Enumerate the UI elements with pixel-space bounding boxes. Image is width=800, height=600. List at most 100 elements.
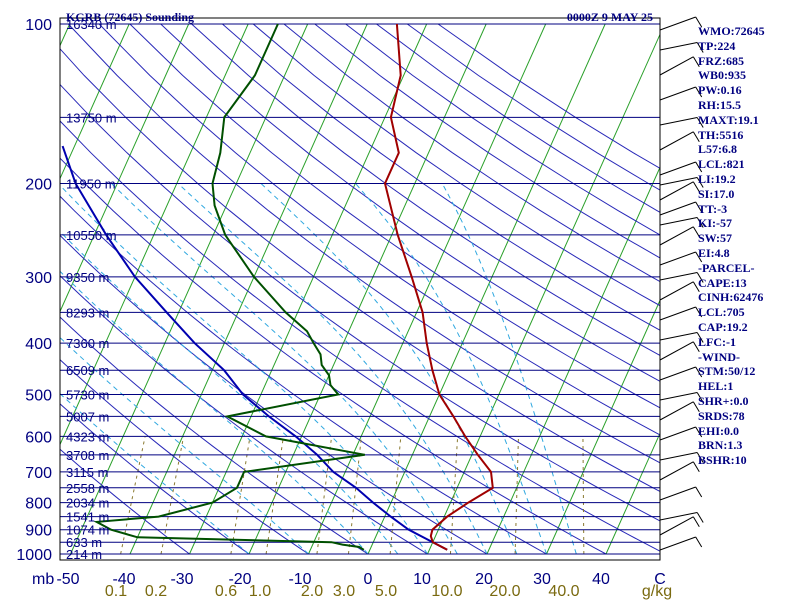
temperature-line bbox=[383, 23, 494, 551]
temperature-tick-label: 40 bbox=[592, 571, 610, 588]
wind-barb-flag bbox=[692, 401, 700, 413]
wind-barb-flag bbox=[692, 281, 700, 293]
pressure-tick-label: 200 bbox=[25, 177, 52, 194]
temperature-tick-label: C bbox=[654, 571, 666, 588]
mixing-ratio-tick-label: 20.0 bbox=[489, 583, 520, 600]
temperature-tick-label: 30 bbox=[533, 571, 551, 588]
wind-barb bbox=[659, 86, 696, 101]
wind-barb bbox=[659, 161, 696, 176]
sounding-index: CAP:19.2 bbox=[698, 319, 748, 334]
height-label: 3708 m bbox=[66, 448, 109, 463]
isotherm-line bbox=[605, 432, 660, 555]
sounding-index: TH:5516 bbox=[698, 127, 744, 142]
wind-barb bbox=[659, 177, 698, 186]
mixing-ratio-tick-label: 0.2 bbox=[145, 583, 167, 600]
pressure-tick-label: 300 bbox=[25, 270, 52, 287]
sounding-index: FRZ:685 bbox=[698, 53, 744, 68]
wind-barb bbox=[659, 332, 698, 341]
wind-barb bbox=[659, 56, 694, 76]
pressure-tick-label: 1000 bbox=[16, 547, 52, 564]
height-label: 1541 m bbox=[66, 510, 109, 525]
chart-time: 0000Z 9 MAY 25 bbox=[567, 10, 653, 24]
dewpoint-line bbox=[93, 23, 365, 551]
sounding-index: TP:224 bbox=[698, 38, 736, 53]
wind-barb bbox=[659, 401, 694, 421]
wind-barb-flag bbox=[692, 181, 700, 193]
sounding-index: SI:17.0 bbox=[698, 186, 735, 201]
wind-barb bbox=[659, 341, 694, 361]
wind-barb-flag bbox=[696, 512, 704, 523]
isotherm-line bbox=[486, 166, 660, 555]
sounding-index: SRDS:78 bbox=[698, 408, 745, 423]
wind-barb bbox=[659, 42, 698, 51]
temperature-tick-label: -20 bbox=[228, 571, 251, 588]
height-label: 3115 m bbox=[66, 465, 108, 480]
isotherm-line bbox=[60, 23, 190, 313]
wind-barb bbox=[659, 281, 694, 301]
wind-barb-flag bbox=[696, 217, 704, 228]
sounding-index: EI:4.8 bbox=[698, 245, 730, 260]
temperature-tick-label: -50 bbox=[56, 571, 79, 588]
plot-background bbox=[60, 18, 660, 560]
wind-barbs bbox=[659, 16, 704, 551]
moist-adiabat bbox=[355, 183, 547, 555]
sounding-indices: WMO:72645 TP:224 FRZ:685 WB0:935 PW:0.16 RH:1… bbox=[698, 24, 798, 468]
pressure-tick-label: 100 bbox=[25, 17, 52, 34]
mixing-ratio-tick-label: 3.0 bbox=[333, 583, 355, 600]
mixing-ratio-tick-label: 10.0 bbox=[431, 583, 462, 600]
moist-adiabat bbox=[441, 183, 577, 555]
mixing-ratio-line bbox=[316, 436, 333, 555]
wind-barb bbox=[659, 461, 694, 481]
pressure-tick-label: 600 bbox=[25, 429, 52, 446]
wind-barb-flag bbox=[695, 86, 703, 98]
wind-barb-flag bbox=[695, 366, 703, 378]
wind-barb-flag bbox=[695, 426, 703, 438]
sounding-index: EHI:0.0 bbox=[698, 423, 740, 438]
sounding-index: MAXT:19.1 bbox=[698, 112, 759, 127]
mixing-ratio-line bbox=[265, 436, 284, 555]
isotherm-line bbox=[308, 23, 547, 555]
wind-barb bbox=[659, 201, 696, 216]
sounding-index: WB0:935 bbox=[698, 68, 746, 83]
height-label: 16340 m bbox=[66, 17, 117, 32]
pressure-tick-label: 700 bbox=[25, 465, 52, 482]
wind-barb bbox=[659, 392, 698, 401]
wind-barb bbox=[659, 512, 698, 521]
plot-frame bbox=[59, 17, 661, 561]
sounding-index: SHR+:0.0 bbox=[698, 393, 749, 408]
wind-barb bbox=[659, 181, 694, 201]
wind-barb-flag bbox=[695, 486, 703, 498]
height-label: 6509 m bbox=[66, 363, 109, 378]
height-label: 4323 m bbox=[66, 429, 109, 444]
wind-barb-flag bbox=[692, 56, 700, 68]
wind-barb-flag bbox=[696, 117, 704, 128]
sounding-index: CINH:62476 bbox=[698, 290, 764, 305]
wind-barb bbox=[659, 516, 694, 536]
wind-barb-flag bbox=[696, 177, 704, 188]
mixing-ratio-tick-label: g/kg bbox=[642, 583, 672, 600]
sounding-index: HEL:1 bbox=[698, 379, 734, 394]
mixing-ratio-line bbox=[514, 436, 519, 555]
height-label: 10550 m bbox=[66, 228, 117, 243]
mixing-ratio-tick-label: 5.0 bbox=[375, 583, 397, 600]
sounding-index: SW:57 bbox=[698, 231, 733, 246]
moist-adiabat bbox=[177, 183, 488, 555]
sounding-index: BRN:1.3 bbox=[698, 438, 743, 453]
height-label: 11950 m bbox=[66, 177, 116, 192]
isotherm-line bbox=[189, 23, 428, 555]
isotherm-line bbox=[0, 24, 10, 554]
sounding-index: LI:19.2 bbox=[698, 171, 736, 186]
temperature-tick-label: 10 bbox=[413, 571, 431, 588]
mixing-ratio-line bbox=[582, 436, 585, 555]
wind-barb bbox=[659, 226, 694, 246]
height-label: 7360 m bbox=[66, 336, 109, 351]
mixing-ratio-line bbox=[120, 436, 146, 555]
sounding-index: -PARCEL- bbox=[698, 260, 755, 275]
wind-barb-flag bbox=[695, 251, 703, 263]
mixing-ratio-line bbox=[449, 436, 459, 555]
wind-barb bbox=[659, 366, 696, 381]
temperature-tick-label: 0 bbox=[364, 571, 373, 588]
pressure-tick-label: 800 bbox=[25, 496, 52, 513]
sounding-index: L57:6.8 bbox=[698, 142, 737, 157]
